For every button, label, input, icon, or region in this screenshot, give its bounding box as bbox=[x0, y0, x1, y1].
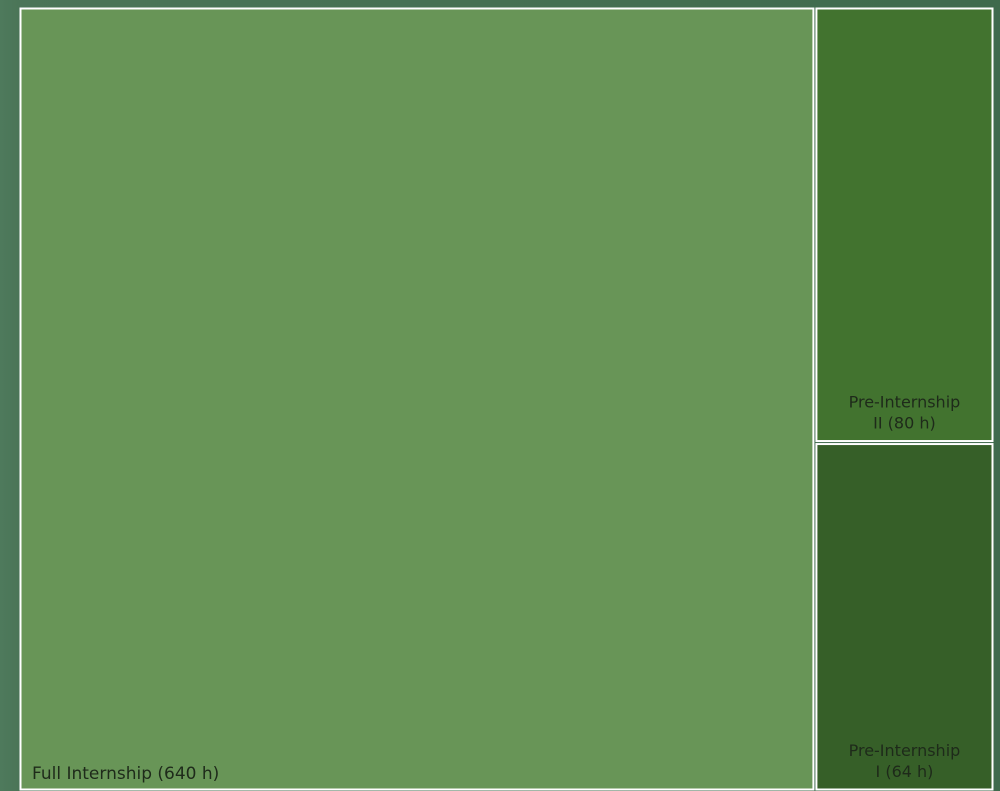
tile-label-pre-internship-ii: Pre-Internship II (80 h) bbox=[849, 393, 961, 433]
tile-label-line: Pre-Internship bbox=[849, 741, 961, 760]
treemap-labels: Full Internship (640 h) Pre-Internship II … bbox=[32, 393, 960, 784]
tile-label-line: Pre-Internship bbox=[849, 393, 961, 412]
tile-label-line: I (64 h) bbox=[876, 762, 934, 781]
tile-pre-internship-ii bbox=[815, 7, 994, 443]
tile-label-pre-internship-i: Pre-Internship I (64 h) bbox=[849, 741, 961, 781]
tile-label-line: Full Internship (640 h) bbox=[32, 764, 219, 784]
tile-pre-internship-i bbox=[815, 443, 994, 791]
tile-full-internship bbox=[19, 7, 815, 791]
tile-label-full-internship: Full Internship (640 h) bbox=[32, 764, 219, 784]
treemap-tiles bbox=[19, 7, 994, 791]
tile-label-line: II (80 h) bbox=[873, 414, 936, 433]
